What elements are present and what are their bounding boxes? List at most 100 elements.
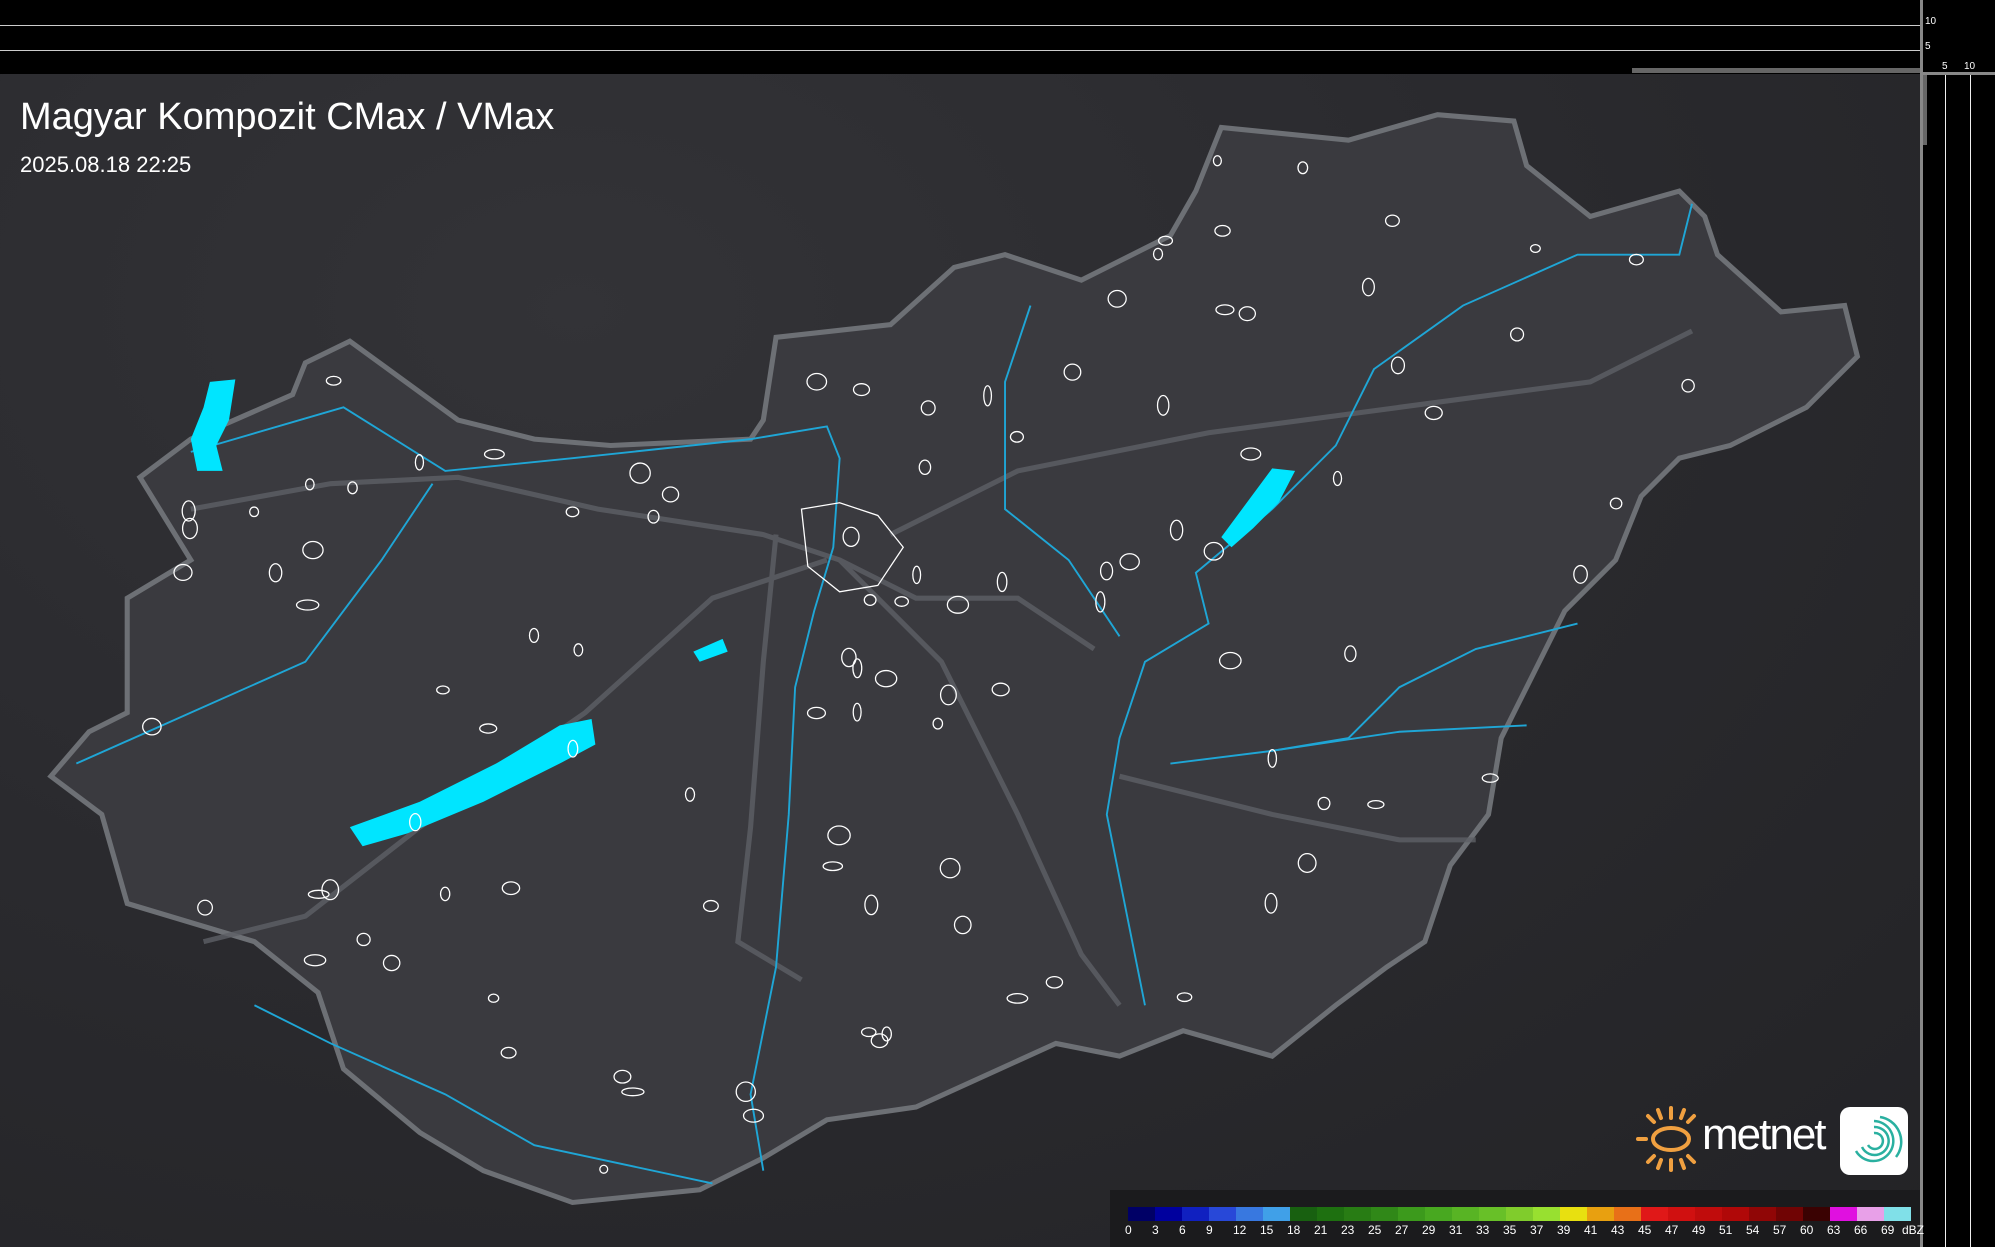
panel-divider-h [1920, 72, 1995, 75]
town-outline [356, 932, 371, 947]
town-outline [894, 596, 910, 607]
town-outline [382, 954, 401, 972]
town-outline [1297, 161, 1309, 175]
town-outline [1099, 561, 1114, 581]
town-outline [939, 857, 961, 879]
legend-swatch [1263, 1207, 1290, 1221]
town-outline [852, 383, 871, 397]
town-outline [1203, 541, 1224, 561]
swirl-icon [1840, 1107, 1908, 1175]
legend-label: 39 [1557, 1223, 1571, 1237]
town-outline [1510, 327, 1525, 342]
legend-swatch [1317, 1207, 1344, 1221]
river-raba [75, 483, 434, 765]
town-outline [439, 886, 451, 902]
town-outline [822, 861, 844, 872]
town-outline [1212, 155, 1222, 167]
town-outline [307, 889, 330, 899]
scale-line-10-v [1970, 75, 1971, 1247]
legend-swatch [1722, 1207, 1749, 1221]
legend-swatch [1128, 1207, 1155, 1221]
city-outlines [142, 155, 1695, 1174]
town-outline [841, 647, 857, 668]
town-outline [1267, 748, 1278, 768]
town-outline [528, 627, 540, 644]
town-outline [173, 563, 193, 582]
country-hungary [47, 112, 1861, 1206]
town-outline [1628, 253, 1644, 266]
town-outline [1158, 235, 1174, 246]
town-outline [347, 481, 358, 495]
town-outline [197, 899, 213, 916]
town-outline [414, 454, 425, 471]
town-outline [1215, 304, 1235, 316]
legend-swatch [1398, 1207, 1425, 1221]
town-outline [629, 462, 651, 484]
legend-label: 31 [1449, 1223, 1463, 1237]
city-budapest [800, 502, 905, 593]
panel-divider [1920, 0, 1923, 1247]
map-datetime: 2025.08.18 22:25 [20, 152, 192, 177]
legend-label: 63 [1827, 1223, 1841, 1237]
town-outline [647, 509, 660, 524]
legend-label: 25 [1368, 1223, 1382, 1237]
town-outline [304, 478, 315, 491]
town-outline [479, 723, 498, 734]
legend-label: 41 [1584, 1223, 1598, 1237]
town-outline [1119, 553, 1140, 571]
town-outline [1384, 214, 1400, 228]
legend-label: 27 [1395, 1223, 1409, 1237]
legend-swatch [1749, 1207, 1776, 1221]
profile-bar-v [1923, 75, 1927, 145]
legend-label: 9 [1206, 1223, 1213, 1237]
lake-balaton [349, 719, 596, 847]
town-outline [684, 787, 696, 802]
town-outline [483, 448, 505, 460]
town-outline [1214, 224, 1231, 237]
river-zagyva [1004, 305, 1121, 637]
legend-unit: dBZ [1902, 1223, 1925, 1237]
river-koros [1170, 622, 1578, 765]
town-outline [501, 881, 521, 896]
legend-label: 51 [1719, 1223, 1733, 1237]
town-outline [565, 506, 580, 518]
reflectivity-legend: 0 3 6 9 12 15 18 21 23 25 27 29 31 33 35 37 39 41 43 45 47 49… [1110, 1190, 1924, 1247]
town-outline [932, 717, 944, 730]
legend-label: 33 [1476, 1223, 1490, 1237]
legend-label: 69 [1881, 1223, 1895, 1237]
town-outline [567, 739, 579, 758]
town-outline [918, 459, 932, 476]
town-outline [1006, 993, 1029, 1004]
hungary-map [47, 112, 1861, 1206]
legend-label: 54 [1746, 1223, 1760, 1237]
legend-label: 3 [1152, 1223, 1159, 1237]
town-outline [1009, 430, 1025, 443]
lakes [190, 379, 1296, 847]
legend-label: 57 [1773, 1223, 1787, 1237]
map-title: Magyar Kompozit CMax / VMax [20, 96, 555, 138]
town-outline [302, 540, 324, 560]
map-area[interactable] [0, 74, 1921, 1247]
town-outline [1529, 243, 1541, 254]
town-outline [1481, 773, 1499, 783]
legend-swatch [1884, 1207, 1911, 1221]
legend-label: 12 [1233, 1223, 1247, 1237]
lake-tisza [1221, 468, 1296, 548]
town-outline [181, 517, 198, 540]
scale-line-10 [0, 25, 1921, 26]
river-maros [1272, 724, 1527, 752]
town-outline [806, 706, 827, 720]
legend-swatch [1506, 1207, 1533, 1221]
town-outline [852, 658, 863, 679]
town-outline [573, 643, 584, 657]
town-outline [983, 385, 993, 407]
town-outline [409, 812, 422, 832]
town-outline [295, 599, 320, 611]
town-outline [181, 500, 196, 522]
town-outline [1264, 892, 1278, 914]
scale-line-5 [0, 50, 1921, 51]
brand-name: metnet [1702, 1110, 1827, 1159]
town-outline [613, 1069, 632, 1084]
legend-swatch [1614, 1207, 1641, 1221]
